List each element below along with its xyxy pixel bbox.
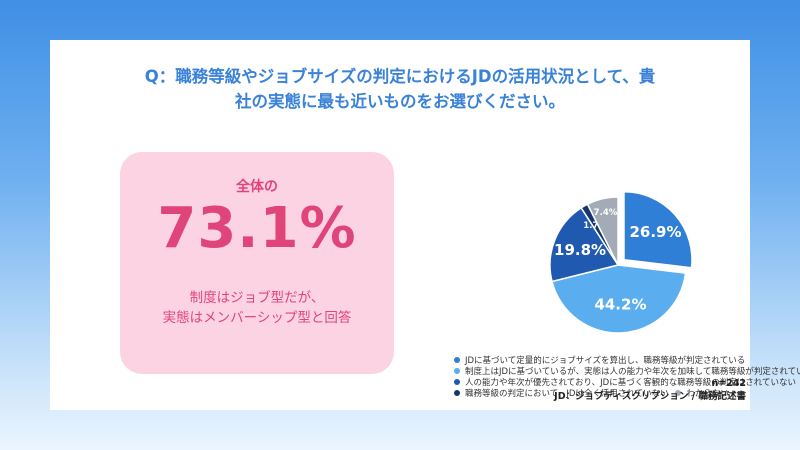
highlight-subtext-line-2: 実態はメンバーシップ型と回答 [162, 310, 352, 326]
highlight-subtext: 制度はジョブ型だが、 実態はメンバーシップ型と回答 [120, 288, 394, 328]
legend-swatch [454, 390, 460, 396]
highlight-box: 全体の 73.1% 制度はジョブ型だが、 実態はメンバーシップ型と回答 [120, 152, 394, 374]
legend-label: 制度上はJDに基づいているが、実態は人の能力や年次を加味して職務等級が判定されて… [465, 367, 800, 377]
legend-item: 職務等級の判定において、JDは全く活用されていない [454, 389, 669, 400]
pie-slice-label: 7.4% [594, 208, 618, 218]
pie-slice [623, 190, 693, 269]
highlight-subtext-line-1: 制度はジョブ型だが、 [189, 290, 325, 306]
pie-slice-label: 26.9% [629, 223, 681, 241]
sample-size: n=242 [711, 378, 746, 389]
pie-slice-label: 1.7% [583, 221, 607, 231]
legend-swatch [454, 379, 460, 385]
legend-row-3: 人の能力や年次が優先されており、JDに基づく客観的な職務等級の判定はされていない [454, 378, 796, 389]
legend-row-1: JDに基づいて定量的にジョブサイズを算出し、職務等級が判定されている [454, 356, 784, 367]
highlight-value: 73.1% [157, 196, 357, 261]
legend-swatch [454, 357, 460, 363]
question-line-1: Q：職務等級やジョブサイズの判定におけるJDの活用状況として、貴 [144, 67, 656, 86]
question-title: Q：職務等級やジョブサイズの判定におけるJDの活用状況として、貴 社の実態に最も… [90, 64, 710, 114]
pie-chart: 26.9% 44.2% 19.8% 1.7% 7.4% [549, 190, 693, 334]
legend-item: JDに基づいて定量的にジョブサイズを算出し、職務等級が判定されている [454, 356, 745, 367]
pie-slice-label: 19.8% [554, 241, 606, 259]
legend-label: 職務等級の判定において、JDは全く活用されていない [465, 389, 669, 399]
pie-slice [586, 196, 619, 266]
legend-label: 人の能力や年次が優先されており、JDに基づく客観的な職務等級の判定はされていない [465, 378, 796, 388]
legend-swatch [675, 390, 682, 396]
jd-definition: JD：ジョブディスクリプション / 職務記述書 [554, 391, 746, 402]
legend-item: わからない [675, 389, 729, 400]
pie-slice [549, 206, 620, 283]
highlight-label: 全体の [236, 179, 278, 195]
legend-label: JDに基づいて定量的にジョブサイズを算出し、職務等級が判定されている [465, 356, 746, 366]
legend-row-4: 職務等級の判定において、JDは全く活用されていない わからない [454, 389, 784, 400]
legend-item: 制度上はJDに基づいているが、実態は人の能力や年次を加味して職務等級が判定されて… [454, 367, 800, 378]
pie-slice [551, 264, 687, 334]
legend-label: わからない [686, 389, 729, 399]
question-line-2: 社の実態に最も近いものをお選びください。 [235, 92, 565, 111]
chart-legend: JDに基づいて定量的にジョブサイズを算出し、職務等級が判定されている 制度上はJ… [454, 356, 800, 400]
legend-row-2: 制度上はJDに基づいているが、実態は人の能力や年次を加味して職務等級が判定されて… [454, 367, 800, 378]
footnote: n=242 JD：ジョブディスクリプション / 職務記述書 [554, 377, 746, 403]
legend-item: 人の能力や年次が優先されており、JDに基づく客観的な職務等級の判定はされていない [454, 378, 796, 389]
legend-swatch [454, 368, 460, 374]
pie-slice-label: 44.2% [594, 296, 646, 314]
content-card: Q：職務等級やジョブサイズの判定におけるJDの活用状況として、貴 社の実態に最も… [50, 40, 800, 410]
